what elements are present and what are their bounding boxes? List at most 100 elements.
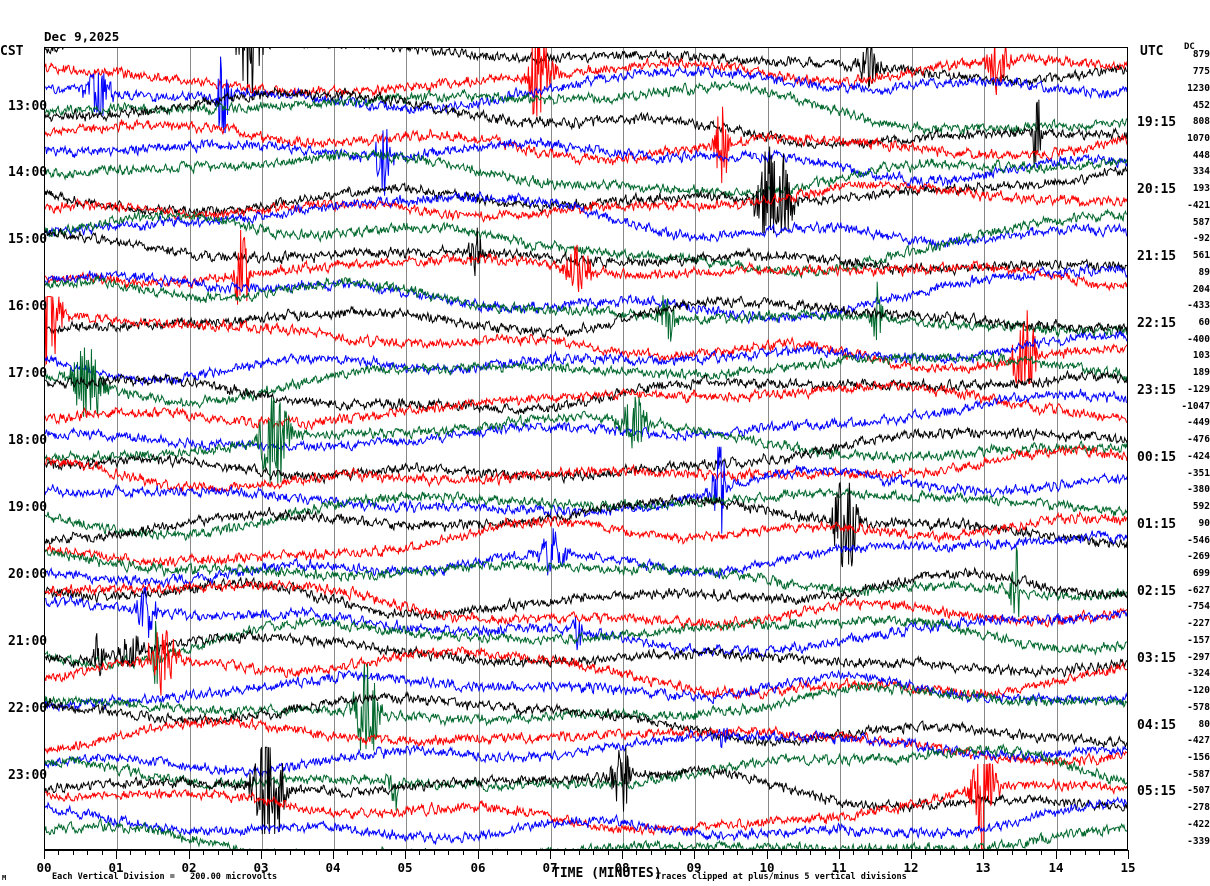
x-axis-tick-minor — [708, 850, 709, 855]
dc-value: 103 — [1192, 350, 1210, 362]
dc-value: -400 — [1187, 333, 1210, 345]
x-axis-tick-label: 12 — [903, 860, 919, 875]
seismic-trace — [45, 488, 1127, 540]
x-axis-tick-minor — [593, 850, 594, 855]
x-axis-tick-minor — [969, 850, 970, 855]
x-axis-tick-minor — [940, 850, 941, 855]
dc-value: -380 — [1187, 484, 1210, 496]
seismic-trace — [45, 48, 1127, 116]
cst-time-label: 22:00 — [8, 700, 48, 716]
header-date: Dec 9,2025 — [44, 29, 120, 44]
utc-time-label: 19:15 — [1137, 115, 1177, 131]
x-axis-tick-label: 03 — [253, 860, 269, 875]
dc-value: 448 — [1192, 149, 1210, 161]
dc-value: -92 — [1192, 233, 1210, 245]
x-axis-tick-label: 07 — [542, 860, 558, 875]
dc-value: 89 — [1198, 266, 1210, 278]
seismic-trace — [45, 717, 1127, 766]
x-axis-tick-major — [1056, 850, 1057, 859]
dc-value: -278 — [1187, 802, 1210, 814]
dc-value: -578 — [1187, 701, 1210, 713]
x-axis-tick-major — [1128, 850, 1129, 859]
grid-line-vertical — [840, 48, 841, 849]
x-axis-tick-minor — [1085, 850, 1086, 855]
cst-time-label: 20:00 — [8, 566, 48, 582]
dc-value: -120 — [1187, 685, 1210, 697]
cst-time-label: 15:00 — [8, 232, 48, 248]
x-axis-tick-minor — [448, 850, 449, 855]
x-axis-tick-minor — [73, 850, 74, 855]
utc-time-label: 22:15 — [1137, 316, 1177, 332]
x-axis-tick-minor — [87, 850, 88, 855]
x-axis-tick-minor — [419, 850, 420, 855]
dc-value: -449 — [1187, 417, 1210, 429]
x-axis-tick-minor — [145, 850, 146, 855]
seismic-trace — [45, 693, 1127, 747]
dc-value: 60 — [1198, 317, 1210, 329]
x-axis-line — [44, 850, 1128, 851]
grid-line-vertical — [695, 48, 696, 849]
seismic-trace — [45, 230, 1127, 305]
seismic-trace — [45, 547, 1127, 617]
x-axis-tick-minor — [1026, 850, 1027, 855]
dc-value: -421 — [1187, 199, 1210, 211]
dc-value: 699 — [1192, 567, 1210, 579]
x-axis-tick-label: 02 — [181, 860, 197, 875]
dc-value: -157 — [1187, 634, 1210, 646]
utc-time-label: 02:15 — [1137, 583, 1177, 599]
dc-value: -156 — [1187, 751, 1210, 763]
dc-value: 1070 — [1187, 133, 1210, 144]
utc-time-label: 23:15 — [1137, 382, 1177, 398]
dc-value: -269 — [1187, 551, 1210, 563]
x-axis-tick-label: 06 — [470, 860, 486, 875]
seismic-trace — [45, 107, 1127, 183]
seismic-trace — [45, 483, 1127, 567]
dc-value: 204 — [1192, 283, 1210, 295]
seismic-trace — [45, 664, 1127, 751]
trace-layer — [45, 48, 1127, 849]
seismic-trace — [45, 81, 1127, 134]
seismic-trace — [45, 297, 1127, 384]
x-axis-tick-minor — [680, 850, 681, 855]
x-axis-tick-minor — [665, 850, 666, 855]
left-timezone-label: CST — [0, 44, 24, 59]
dc-value: -351 — [1187, 467, 1210, 479]
x-axis-tick-minor — [463, 850, 464, 855]
dc-value: 334 — [1192, 166, 1210, 178]
dc-value: 879 — [1192, 49, 1210, 61]
seismic-trace — [45, 630, 1127, 699]
clip-note: Traces clipped at plus/minus 5 vertical … — [656, 872, 907, 882]
x-axis-tick-minor — [507, 850, 508, 855]
seismic-trace — [45, 265, 1127, 323]
seismic-trace — [45, 389, 1127, 451]
seismic-trace — [45, 798, 1127, 844]
dc-value: -1047 — [1181, 400, 1210, 412]
utc-time-label: 04:15 — [1137, 717, 1177, 733]
x-axis-tick-major — [550, 850, 551, 859]
seismic-trace — [45, 764, 1127, 849]
x-axis-tick-major — [333, 850, 334, 859]
dc-value: 587 — [1192, 216, 1210, 228]
dc-column-header: DC — [1184, 42, 1195, 52]
grid-line-vertical — [479, 48, 480, 849]
dc-value: 189 — [1192, 367, 1210, 379]
grid-line-vertical — [551, 48, 552, 849]
grid-line-vertical — [406, 48, 407, 849]
seismic-trace — [45, 48, 1127, 99]
seismic-trace — [45, 819, 1127, 849]
dc-value: -627 — [1187, 584, 1210, 596]
x-axis-tick-minor — [376, 850, 377, 855]
x-axis-tick-label: 05 — [397, 860, 413, 875]
x-axis-tick-minor — [1012, 850, 1013, 855]
seismic-trace — [45, 348, 1127, 417]
dc-value: 452 — [1192, 99, 1210, 111]
x-axis-tick-minor — [203, 850, 204, 855]
x-axis-tick-minor — [290, 850, 291, 855]
x-axis-tick-major — [189, 850, 190, 859]
cst-time-label: 17:00 — [8, 366, 48, 382]
x-axis-tick-major — [261, 850, 262, 859]
seismic-trace — [45, 580, 1127, 630]
dc-value: 80 — [1198, 718, 1210, 730]
dc-value: -427 — [1187, 735, 1210, 747]
dc-value: 193 — [1192, 183, 1210, 195]
